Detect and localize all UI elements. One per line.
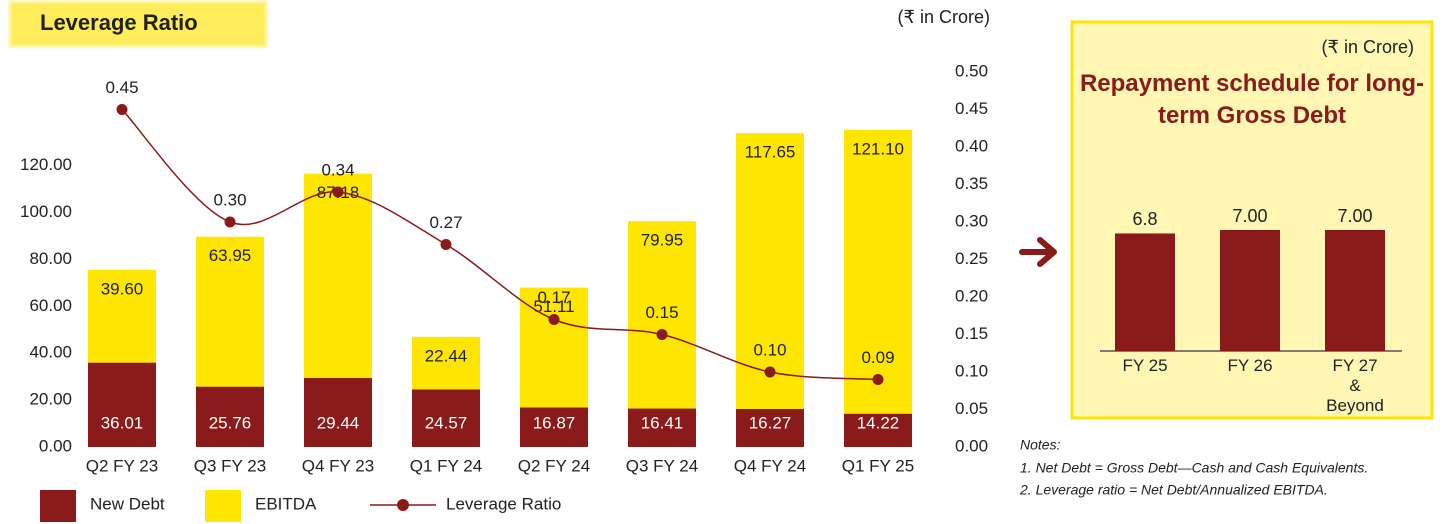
bar [304,378,372,447]
value-label: 39.60 [101,279,144,298]
y-tick-label: 100.00 [20,202,72,221]
chart-title: Leverage Ratio [40,10,198,35]
point [764,366,776,378]
title-box [8,0,268,48]
y2-tick-label: 0.05 [955,399,988,418]
value-label: 0.10 [753,340,786,359]
legend-label: Leverage Ratio [446,494,561,513]
value-label: 29.44 [317,413,360,432]
value-label: 0.30 [213,190,246,209]
notes-heading: Notes: [1020,437,1061,453]
x-tick-label: Q3 FY 24 [626,456,698,475]
y2-tick-label: 0.10 [955,361,988,380]
value-label: 25.76 [209,413,252,432]
bar [412,336,480,390]
bar [304,173,372,378]
legend-label: New Debt [90,494,165,513]
value-label: 14.22 [857,413,900,432]
value-label: 0.45 [105,78,138,97]
bar [196,386,264,447]
point [332,186,344,198]
bar [196,236,264,387]
value-label: 0.09 [861,348,894,367]
bar [88,362,156,447]
value-label: 0.15 [645,303,678,322]
unit-label: (₹ in Crore) [1322,37,1414,57]
value-label: 16.41 [641,413,684,432]
point [440,239,452,250]
value-label: 51.11 [533,297,574,316]
y-tick-label: 20.00 [29,390,72,409]
point [548,314,560,325]
value-label: 16.27 [749,413,792,432]
value-label: 0.34 [321,160,354,179]
y-tick-label: 80.00 [29,249,72,268]
bar [736,133,804,409]
point [656,329,668,340]
value-label: 16.87 [533,413,576,432]
bar [1220,230,1280,351]
value-label: 22.44 [425,346,468,365]
bar [1115,233,1175,351]
point [116,104,128,115]
y2-tick-label: 0.45 [955,99,988,118]
panel-title: Repayment schedule for long-term Gross D… [1079,70,1425,129]
panel [1070,20,1434,420]
note: 1. Net Debt = Gross Debt—Cash and Cash E… [1020,460,1368,476]
y2-tick-label: 0.30 [955,211,988,230]
legend-marker [397,499,409,511]
bar [736,408,804,447]
value-label: 63.95 [209,246,252,265]
x-tick-label: FY 26 [1227,356,1273,375]
value-label: 121.10 [852,139,904,158]
x-tick-label: FY 25 [1122,356,1168,375]
bar [1325,230,1385,351]
bar [628,408,696,447]
y2-tick-label: 0.40 [955,136,988,155]
y-tick-label: 40.00 [29,343,72,362]
y-tick-label: 120.00 [20,155,72,174]
value-label: 24.57 [425,413,468,432]
value-label: 7.00 [1337,206,1372,226]
y2-tick-label: 0.25 [955,249,988,268]
x-tick-label: Q4 FY 24 [734,456,806,475]
value-label: 79.95 [641,231,684,250]
unit-label: (₹ in Crore) [898,7,990,27]
bar [628,221,696,409]
y-tick-label: 0.00 [39,436,72,455]
y-tick-label: 60.00 [29,296,72,315]
x-tick-label: Q2 FY 23 [86,456,158,475]
x-tick-label: Q4 FY 23 [302,456,374,475]
bar [88,269,156,363]
x-tick-label: Q2 FY 24 [518,456,590,475]
point [872,374,884,385]
arrow [1019,237,1057,267]
legend-swatch [40,490,76,522]
bar [412,389,480,447]
x-tick-label: Q1 FY 25 [842,456,914,475]
y2-tick-label: 0.15 [955,324,988,343]
bar [844,129,912,414]
value-label: 7.00 [1232,206,1267,226]
value-label: 0.17 [537,288,570,307]
note: 2. Leverage ratio = Net Debt/Annualized … [1019,482,1328,498]
bar [520,407,588,447]
y2-tick-label: 0.00 [955,436,988,455]
legend-label: EBITDA [255,494,317,513]
x-tick-label: FY 27 & Beyond [1326,356,1384,415]
bar [844,413,912,447]
value-label: 36.01 [101,413,144,432]
x-tick-label: Q1 FY 24 [410,456,482,475]
y2-tick-label: 0.20 [955,286,988,305]
value-label: 117.65 [745,143,796,162]
y2-tick-label: 0.35 [955,174,988,193]
point [224,216,236,228]
y2-tick-label: 0.50 [955,61,988,80]
value-label: 0.27 [429,213,462,232]
x-tick-label: Q3 FY 23 [194,456,266,475]
value-label: 6.8 [1132,209,1157,229]
legend-swatch [205,490,241,522]
